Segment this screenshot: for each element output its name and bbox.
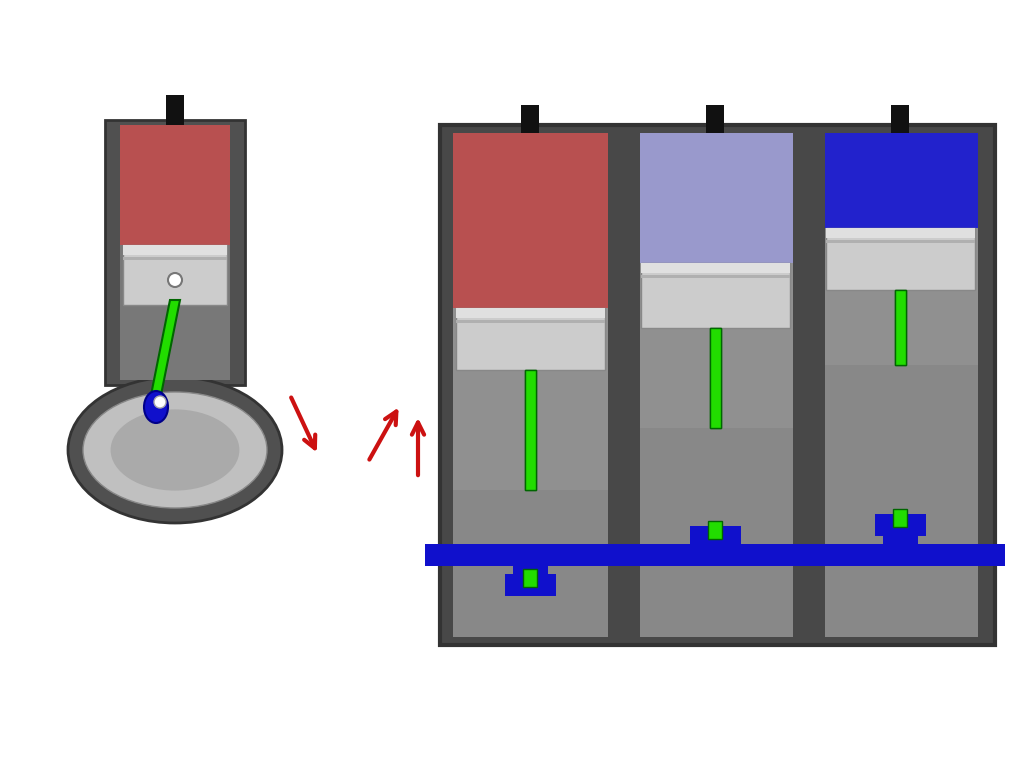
- Ellipse shape: [111, 409, 240, 491]
- Bar: [453, 133, 608, 637]
- Bar: [523, 569, 537, 587]
- Bar: [521, 105, 539, 133]
- Bar: [525, 370, 536, 490]
- Bar: [525, 370, 536, 490]
- Bar: [708, 521, 722, 539]
- Bar: [690, 526, 741, 548]
- Bar: [453, 490, 608, 637]
- Bar: [638, 133, 793, 637]
- Bar: [105, 120, 245, 385]
- Ellipse shape: [68, 377, 282, 523]
- Bar: [883, 536, 918, 566]
- Bar: [123, 257, 227, 260]
- Bar: [874, 514, 926, 536]
- Bar: [826, 228, 975, 238]
- Bar: [698, 548, 733, 566]
- Bar: [706, 105, 724, 133]
- Bar: [513, 544, 548, 596]
- Bar: [123, 245, 227, 255]
- Bar: [710, 328, 721, 428]
- Bar: [823, 133, 978, 228]
- Ellipse shape: [83, 392, 267, 508]
- Bar: [698, 526, 733, 548]
- Bar: [823, 133, 978, 637]
- Bar: [638, 428, 793, 637]
- Bar: [456, 320, 605, 323]
- Bar: [826, 240, 975, 243]
- Bar: [811, 133, 825, 637]
- Bar: [823, 365, 978, 637]
- Bar: [891, 105, 909, 133]
- Polygon shape: [151, 300, 180, 395]
- Bar: [710, 328, 721, 428]
- Circle shape: [154, 396, 166, 408]
- Bar: [456, 308, 605, 370]
- Bar: [883, 514, 918, 536]
- Bar: [895, 290, 906, 365]
- Bar: [641, 263, 790, 328]
- Bar: [453, 133, 608, 308]
- Bar: [893, 509, 907, 527]
- Bar: [505, 574, 556, 596]
- Bar: [513, 574, 548, 596]
- Bar: [166, 95, 184, 125]
- Bar: [120, 125, 230, 245]
- Bar: [120, 125, 230, 380]
- Bar: [641, 275, 790, 278]
- Bar: [626, 133, 640, 637]
- Bar: [123, 245, 227, 305]
- Bar: [456, 308, 605, 318]
- Bar: [826, 228, 975, 290]
- Bar: [440, 125, 995, 645]
- Bar: [425, 544, 1005, 566]
- Bar: [641, 263, 790, 273]
- Bar: [638, 133, 793, 263]
- Ellipse shape: [144, 391, 168, 423]
- Circle shape: [168, 273, 182, 287]
- Bar: [895, 290, 906, 365]
